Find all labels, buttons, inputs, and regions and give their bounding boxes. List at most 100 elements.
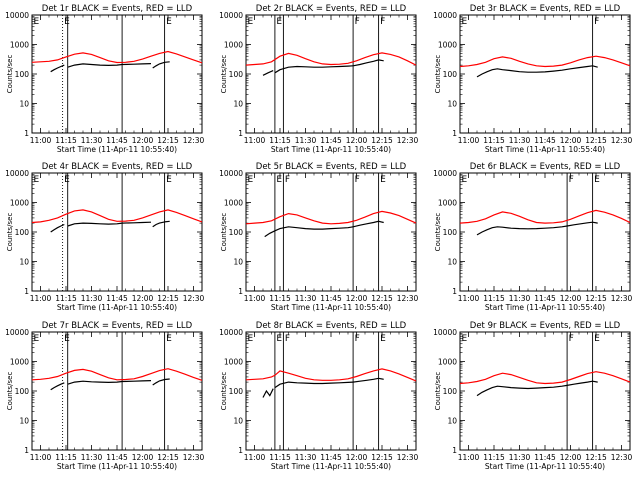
marker-label: E bbox=[64, 17, 70, 27]
events-series-line bbox=[50, 64, 65, 73]
x-tick-label: 11:00 bbox=[244, 136, 266, 145]
events-series-line bbox=[50, 223, 65, 233]
x-tick-label: 12:15 bbox=[585, 136, 607, 145]
edge-flag-label: E bbox=[34, 334, 40, 344]
x-tick-label: 12:30 bbox=[183, 136, 205, 145]
events-series-line bbox=[566, 380, 598, 386]
x-axis-label: Start Time (11-Apr-11 10:55:40) bbox=[485, 462, 605, 471]
y-axis-label: Counts/sec bbox=[220, 55, 228, 94]
y-tick-label: 100 bbox=[15, 387, 30, 396]
edge-flag-label: E bbox=[248, 175, 254, 185]
y-tick-label: 1 bbox=[238, 129, 243, 138]
y-tick-label: 10000 bbox=[219, 169, 243, 178]
plot-frame bbox=[31, 331, 203, 451]
x-tick-label: 11:30 bbox=[509, 294, 531, 303]
panel-det-9: Det 9r BLACK = Events, RED = LLD 1 10 100 10… bbox=[433, 321, 632, 471]
x-tick-label: 11:15 bbox=[483, 453, 505, 462]
x-tick-label: 11:45 bbox=[534, 294, 556, 303]
events-series-line bbox=[67, 380, 123, 385]
x-tick-label: 11:45 bbox=[320, 453, 342, 462]
y-axis-label: Counts/sec bbox=[220, 372, 228, 411]
events-series-line bbox=[164, 61, 170, 63]
plot-frame bbox=[459, 14, 631, 134]
y-tick-label: 1000 bbox=[10, 41, 29, 50]
y-tick-label: 10000 bbox=[5, 11, 29, 20]
panel-title: Det 9r BLACK = Events, RED = LLD bbox=[470, 321, 621, 331]
x-tick-label: 11:00 bbox=[458, 136, 480, 145]
marker-label: E bbox=[276, 17, 282, 27]
marker-label: F bbox=[285, 334, 290, 344]
lld-series-line bbox=[459, 55, 631, 68]
x-axis-label: Start Time (11-Apr-11 10:55:40) bbox=[271, 303, 391, 312]
x-tick-label: 12:30 bbox=[397, 453, 419, 462]
y-tick-label: 10 bbox=[233, 258, 243, 267]
x-tick-label: 12:00 bbox=[560, 136, 582, 145]
x-tick-label: 11:45 bbox=[106, 294, 128, 303]
x-tick-label: 12:30 bbox=[611, 294, 633, 303]
marker-label: E bbox=[276, 175, 282, 185]
x-tick-label: 11:30 bbox=[81, 136, 103, 145]
lld-series-line bbox=[31, 50, 203, 64]
events-series-line bbox=[152, 378, 165, 386]
x-tick-label: 11:15 bbox=[55, 294, 77, 303]
marker-label: E bbox=[594, 175, 600, 185]
x-tick-label: 11:45 bbox=[106, 453, 128, 462]
marker-label: F bbox=[594, 17, 599, 27]
y-tick-label: 100 bbox=[443, 387, 458, 396]
panel-det-8: Det 8r BLACK = Events, RED = LLD 1 10 100 10… bbox=[219, 321, 418, 471]
events-series-line bbox=[67, 222, 123, 227]
panel-title: Det 8r BLACK = Events, RED = LLD bbox=[256, 321, 407, 331]
x-tick-label: 12:15 bbox=[371, 294, 393, 303]
x-tick-label: 11:30 bbox=[509, 136, 531, 145]
x-tick-label: 11:00 bbox=[244, 453, 266, 462]
x-tick-label: 12:30 bbox=[183, 453, 205, 462]
y-tick-label: 100 bbox=[443, 228, 458, 237]
plot-frame bbox=[31, 172, 203, 292]
x-tick-label: 11:15 bbox=[269, 453, 291, 462]
x-tick-label: 12:30 bbox=[611, 453, 633, 462]
x-tick-label: 11:45 bbox=[320, 136, 342, 145]
panel-det-1: Det 1r BLACK = Events, RED = LLD 1 10 100 10… bbox=[5, 4, 204, 154]
x-axis-label: Start Time (11-Apr-11 10:55:40) bbox=[271, 462, 391, 471]
x-tick-label: 11:00 bbox=[458, 453, 480, 462]
events-series-line bbox=[264, 226, 354, 238]
y-tick-label: 10000 bbox=[433, 11, 457, 20]
events-series-line bbox=[476, 384, 568, 397]
events-series-line bbox=[476, 65, 598, 78]
marker-label: F bbox=[355, 17, 360, 27]
x-tick-label: 11:15 bbox=[269, 294, 291, 303]
y-tick-label: 10000 bbox=[5, 328, 29, 337]
lld-series-line bbox=[31, 209, 203, 224]
edge-flag-label: E bbox=[462, 175, 468, 185]
x-tick-label: 12:00 bbox=[132, 453, 154, 462]
panel-title: Det 1r BLACK = Events, RED = LLD bbox=[42, 4, 193, 14]
y-tick-label: 100 bbox=[229, 228, 244, 237]
events-series-line bbox=[164, 220, 170, 223]
events-series-line bbox=[476, 225, 568, 236]
edge-flag-label: E bbox=[34, 175, 40, 185]
x-tick-label: 12:00 bbox=[560, 294, 582, 303]
lld-series-line bbox=[31, 368, 203, 381]
lld-series-line bbox=[459, 209, 631, 224]
y-axis-label: Counts/sec bbox=[6, 55, 14, 94]
events-series-line bbox=[122, 63, 152, 66]
x-tick-label: 12:15 bbox=[157, 294, 179, 303]
events-series-line bbox=[50, 382, 65, 391]
panel-det-5: Det 5r BLACK = Events, RED = LLD 1 10 100 10… bbox=[219, 162, 418, 312]
marker-label: E bbox=[594, 334, 600, 344]
x-axis-label: Start Time (11-Apr-11 10:55:40) bbox=[57, 462, 177, 471]
x-tick-label: 11:15 bbox=[483, 294, 505, 303]
x-tick-label: 12:00 bbox=[346, 294, 368, 303]
marker-label: E bbox=[64, 334, 70, 344]
y-tick-label: 10 bbox=[19, 258, 29, 267]
x-tick-label: 12:15 bbox=[157, 136, 179, 145]
y-tick-label: 1000 bbox=[224, 41, 243, 50]
panel-title: Det 4r BLACK = Events, RED = LLD bbox=[42, 162, 193, 172]
y-tick-label: 1 bbox=[452, 287, 457, 296]
events-series-line bbox=[152, 61, 165, 69]
events-series-line bbox=[122, 380, 152, 383]
marker-label: F bbox=[355, 334, 360, 344]
panel-title: Det 7r BLACK = Events, RED = LLD bbox=[42, 321, 193, 331]
x-tick-label: 11:45 bbox=[320, 294, 342, 303]
y-axis-label: Counts/sec bbox=[434, 372, 442, 411]
